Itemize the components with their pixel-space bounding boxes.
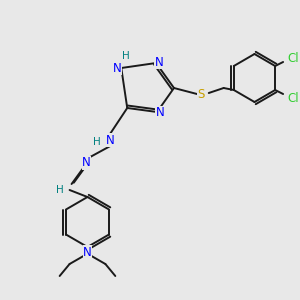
- Text: H: H: [93, 137, 100, 147]
- Text: N: N: [113, 61, 122, 74]
- Text: H: H: [122, 51, 130, 61]
- Text: N: N: [155, 56, 164, 68]
- Text: N: N: [82, 157, 91, 169]
- Text: Cl: Cl: [287, 92, 299, 104]
- Text: S: S: [197, 88, 205, 101]
- Text: N: N: [106, 134, 115, 146]
- Text: H: H: [56, 185, 64, 195]
- Text: N: N: [156, 106, 164, 119]
- Text: Cl: Cl: [287, 52, 299, 64]
- Text: N: N: [83, 245, 92, 259]
